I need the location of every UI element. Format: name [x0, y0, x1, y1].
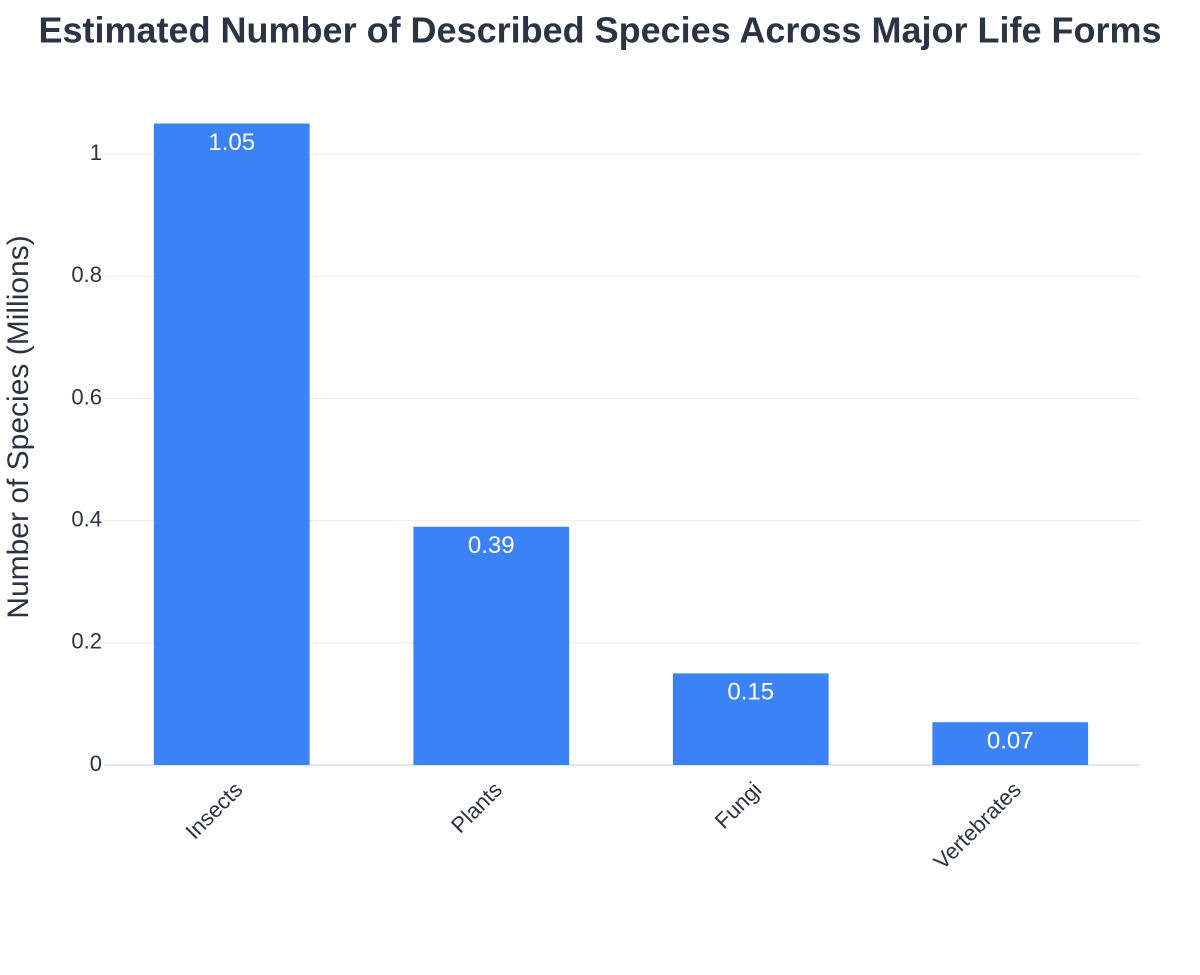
- chart-title: Estimated Number of Described Species Ac…: [39, 10, 1162, 51]
- y-tick-label: 0.8: [71, 262, 102, 287]
- y-tick-label: 0.6: [71, 384, 102, 409]
- value-label: 0.15: [727, 679, 774, 706]
- x-tick-label: Vertebrates: [929, 777, 1026, 874]
- bar: [153, 123, 310, 765]
- bar: [932, 722, 1089, 765]
- bar: [413, 526, 570, 765]
- bar: [672, 673, 829, 765]
- value-label: 1.05: [208, 129, 255, 156]
- x-tick-label: Insects: [180, 777, 247, 844]
- x-tick-label: Fungi: [710, 777, 767, 834]
- y-tick-label: 0: [90, 751, 102, 776]
- y-tick-label: 1: [90, 140, 102, 165]
- value-label: 0.07: [987, 728, 1034, 755]
- y-tick-label: 0.2: [71, 629, 102, 654]
- value-label: 0.39: [468, 532, 515, 559]
- y-axis-title: Number of Species (Millions): [2, 235, 35, 618]
- x-tick-label: Plants: [446, 777, 507, 838]
- y-tick-label: 0.4: [71, 506, 102, 531]
